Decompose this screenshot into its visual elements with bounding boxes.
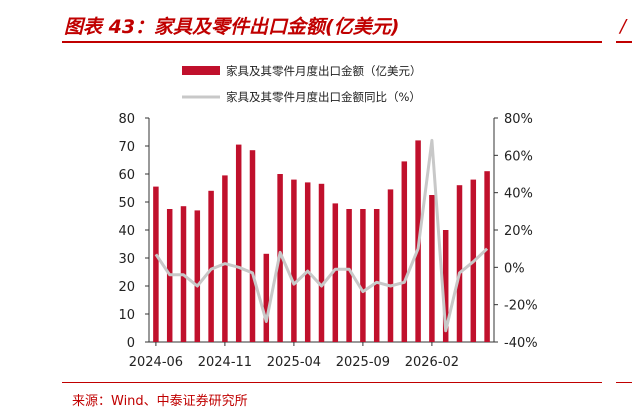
bar-2024-09	[194, 210, 201, 342]
bar-2025-12	[401, 161, 408, 342]
adjacent-panel-rule	[616, 41, 632, 43]
tick-labels: 0 10 20 30 40 50 60 70 80 -40% -20% 0% 20% 40% 60% 80% 2…	[118, 112, 537, 370]
left-axis-tick-label: 70	[118, 140, 135, 155]
legend-bar-swatch	[182, 66, 220, 75]
bar-2025-10	[373, 209, 380, 342]
left-axis-tick-label: 50	[118, 196, 135, 211]
left-axis-tick-label: 40	[118, 224, 135, 239]
x-axis-tick-label: 2024-06	[129, 355, 183, 370]
x-axis-tick-label: 2026-02	[405, 355, 459, 370]
legend-line-label: 家具及其零件月度出口金额同比（%）	[226, 90, 421, 104]
right-axis-tick-label: 40%	[504, 187, 533, 202]
left-axis-tick-label: 30	[118, 252, 135, 267]
bar-2026-06	[484, 171, 490, 342]
legend-bar-label: 家具及其零件月度出口金额（亿美元）	[226, 64, 422, 78]
right-axis-tick-label: -40%	[504, 336, 538, 351]
bar-2025-05	[304, 182, 311, 342]
title-rule	[62, 41, 602, 43]
bar-2025-02	[263, 253, 270, 342]
right-axis-tick-label: 80%	[504, 112, 533, 127]
bar-2024-11	[222, 175, 228, 342]
bar-2024-06	[153, 186, 159, 342]
bar-2024-10	[208, 190, 214, 342]
bar-2025-08	[346, 209, 352, 342]
source-note: 来源：Wind、中泰证券研究所	[72, 394, 248, 409]
right-axis-tick-label: 60%	[504, 149, 533, 164]
adjacent-panel-title-fragment: /	[620, 16, 627, 37]
bar-2025-07	[332, 203, 339, 342]
figure-title: 图表 43：家具及零件出口金额(亿美元)	[64, 16, 400, 38]
yoy-line	[154, 138, 489, 333]
left-axis-tick-label: 10	[118, 308, 135, 323]
right-axis-tick-label: 0%	[504, 261, 525, 276]
bar-2025-11	[387, 189, 394, 342]
x-axis-tick-label: 2025-09	[336, 355, 390, 370]
footer-rule	[62, 382, 602, 383]
left-axis-tick-label: 0	[127, 336, 135, 351]
bar-2024-12	[235, 144, 242, 342]
right-axis-tick-label: -20%	[504, 299, 538, 314]
bar-2025-09	[360, 209, 366, 342]
x-axis-tick-label: 2024-11	[198, 355, 252, 370]
bar-2025-04	[291, 179, 297, 342]
bar-2026-02	[429, 195, 435, 342]
left-axis-tick-label: 80	[118, 112, 135, 127]
right-axis-tick-label: 20%	[504, 224, 533, 239]
adjacent-footer-rule	[616, 382, 632, 383]
left-axis-tick-label: 60	[118, 168, 135, 183]
x-axis-tick-label: 2025-04	[267, 355, 321, 370]
line-series	[154, 138, 489, 333]
legend: 家具及其零件月度出口金额（亿美元） 家具及其零件月度出口金额同比（%）	[182, 64, 422, 104]
bar-2026-03	[442, 230, 449, 342]
bar-2025-06	[318, 183, 325, 342]
left-axis-tick-label: 20	[118, 280, 135, 295]
bar-2025-01	[249, 150, 256, 342]
bar-2026-04	[456, 185, 463, 342]
